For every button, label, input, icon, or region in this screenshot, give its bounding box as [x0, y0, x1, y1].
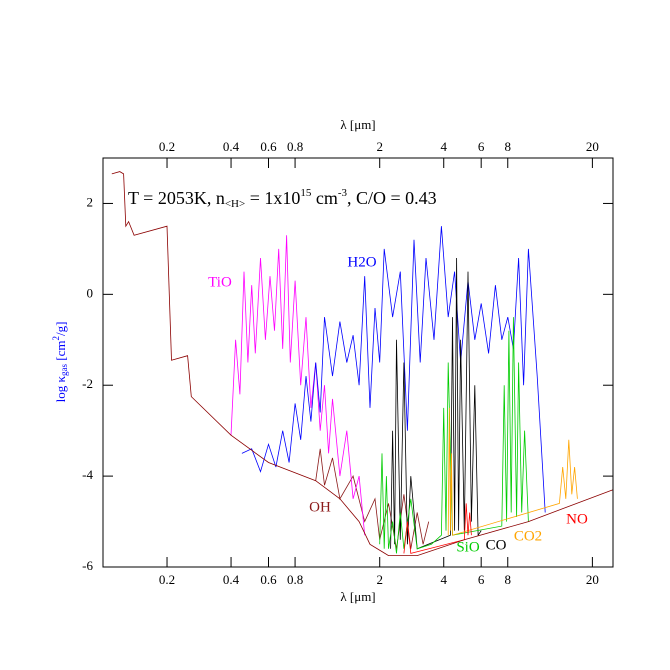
series-label: CO2	[514, 528, 542, 544]
series-label: CO	[486, 537, 507, 553]
x2-tick-label: 0.2	[159, 139, 175, 154]
spectrum-line	[403, 503, 472, 554]
x-tick-label: 0.4	[223, 572, 240, 587]
y-label-part: 2	[51, 336, 61, 341]
x2-tick-label: 0.6	[260, 139, 277, 154]
spectrum-line	[390, 257, 482, 550]
title-part: cm	[311, 188, 338, 208]
x2-tick-label: 6	[478, 139, 485, 154]
series-label: OH	[309, 499, 331, 515]
title-part: -3	[338, 187, 348, 199]
title-part: = 1x10	[245, 188, 300, 208]
x2-tick-label: 2	[376, 139, 383, 154]
y-tick-label: -4	[82, 467, 93, 482]
spectrum-line	[447, 407, 578, 536]
title-part: , C/O = 0.43	[347, 188, 437, 208]
y-tick-label: 2	[87, 194, 94, 209]
x2-tick-label: 8	[505, 139, 512, 154]
plot-frame	[102, 157, 614, 568]
title-part: <H>	[225, 198, 245, 210]
x2-axis-label: λ [μm]	[340, 117, 375, 132]
x-tick-label: 20	[586, 572, 599, 587]
title-part: 15	[300, 187, 312, 199]
spectrum-line	[315, 448, 430, 549]
y-label-part: [cm	[53, 341, 68, 364]
x-axis-label: λ [μm]	[340, 589, 375, 604]
y-label-part: log κ	[53, 376, 68, 403]
x-tick-label: 0.6	[260, 572, 277, 587]
x2-tick-label: 0.8	[287, 139, 303, 154]
title-part: T = 2053K, n	[128, 188, 225, 208]
x-tick-label: 0.2	[159, 572, 175, 587]
y-tick-label: -6	[82, 558, 93, 573]
series-label: TiO	[208, 274, 232, 290]
x-tick-label: 6	[478, 572, 485, 587]
chart-title: T = 2053K, n<H> = 1x1015 cm-3, C/O = 0.4…	[128, 187, 437, 210]
x-tick-label: 4	[440, 572, 447, 587]
x2-tick-label: 20	[586, 139, 599, 154]
y-label-part: /g]	[53, 322, 68, 336]
spectrum-line	[111, 171, 614, 556]
series-label: NO	[566, 511, 588, 527]
spectrum-line	[230, 235, 366, 536]
spectrum-line	[241, 226, 546, 513]
x2-tick-label: 4	[440, 139, 447, 154]
spectrum-line	[379, 317, 529, 554]
x2-tick-label: 0.4	[223, 139, 240, 154]
x-tick-label: 2	[376, 572, 383, 587]
y-tick-label: -2	[82, 376, 93, 391]
y-tick-label: 0	[87, 285, 94, 300]
x-tick-label: 8	[505, 572, 512, 587]
y-axis-label: log κgas [cm2/g]	[51, 322, 69, 403]
series-label: SiO	[456, 539, 480, 555]
series-label: H2O	[347, 254, 376, 270]
x-tick-label: 0.8	[287, 572, 303, 587]
y-label-part: gas	[59, 364, 69, 376]
